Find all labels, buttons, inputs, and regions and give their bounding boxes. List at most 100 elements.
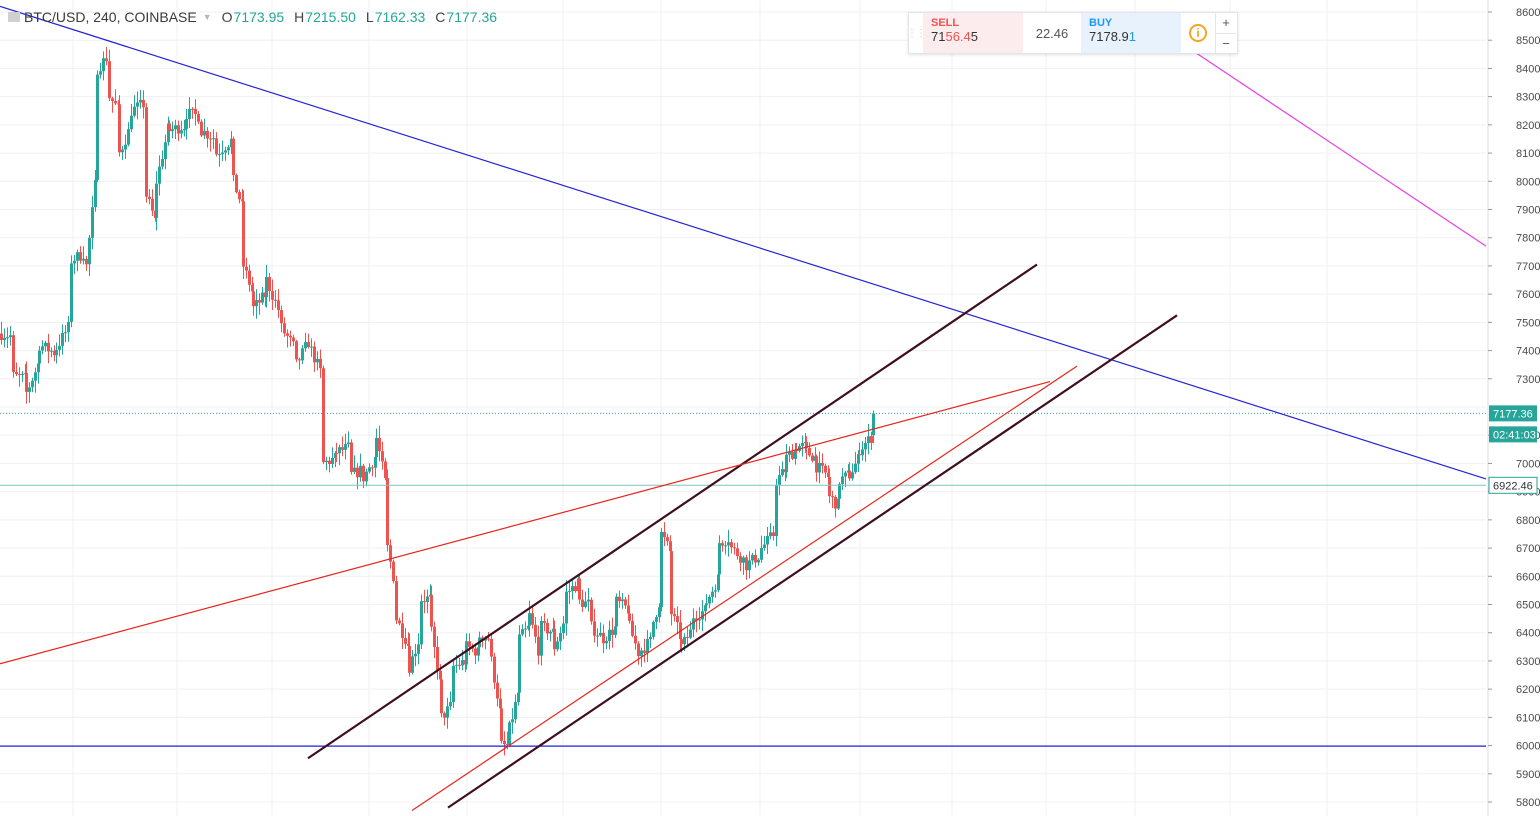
candle-body	[818, 462, 821, 473]
price-axis[interactable]: 8600.00 8500.00 8400.00 8300.00 8200.00 8100.…	[1487, 0, 1540, 816]
candle-body	[769, 532, 772, 536]
info-button[interactable]: i	[1181, 13, 1215, 53]
candle-body	[235, 175, 238, 193]
candle-body	[458, 664, 461, 666]
trading-panel: ⋮⋮ SELL 7156.45 22.46 BUY 7178.91 i + −	[907, 12, 1238, 54]
candle-body	[224, 150, 227, 153]
legend-exchange[interactable]: COINBASE	[124, 9, 197, 25]
candle-body	[670, 551, 673, 615]
candle-body	[517, 692, 520, 703]
candle-body	[325, 460, 328, 463]
candle-body	[858, 454, 861, 456]
drag-handle-icon[interactable]: ⋮⋮	[907, 27, 926, 39]
minus-icon[interactable]: −	[1216, 32, 1236, 54]
candle-body	[426, 596, 429, 602]
candle-body	[695, 618, 698, 621]
candle-body	[449, 702, 452, 707]
candle-body	[130, 115, 133, 130]
candle-body	[440, 679, 443, 714]
candle-body	[528, 613, 531, 626]
candle-body	[67, 321, 70, 333]
price-tick-label: 6800.00	[1516, 515, 1540, 527]
candle-body	[811, 455, 814, 461]
candle-body	[841, 476, 844, 484]
candle-body	[227, 147, 230, 151]
candle-body	[739, 556, 742, 563]
candle-body	[344, 444, 347, 450]
candle-body	[708, 596, 711, 604]
candle-body	[605, 640, 608, 644]
candle-body	[310, 346, 313, 348]
candle-body	[733, 547, 736, 549]
candle-body	[584, 601, 587, 607]
candle-body	[328, 460, 331, 464]
candle-body	[844, 472, 847, 477]
candle-body	[867, 436, 870, 444]
candle-body	[117, 103, 120, 105]
chevron-down-icon[interactable]: ▼	[202, 12, 212, 22]
legend-symbol[interactable]: BTC/USD	[24, 9, 86, 25]
candle-body	[824, 465, 827, 473]
sell-button[interactable]: SELL 7156.45	[923, 13, 1023, 53]
candle-body	[614, 626, 617, 635]
candle-body	[58, 346, 61, 350]
candle-body	[334, 453, 337, 458]
candle-body	[368, 467, 371, 472]
buy-label: BUY	[1089, 17, 1113, 29]
candle-body	[718, 543, 721, 575]
price-tick-label: 8100.00	[1516, 148, 1540, 160]
candle-body	[197, 113, 200, 122]
candle-body	[658, 607, 661, 618]
candle-body	[283, 323, 286, 334]
candle-body	[304, 342, 307, 349]
candle-body	[167, 123, 170, 143]
candle-body	[652, 621, 655, 637]
candle-body	[543, 621, 546, 623]
candle-body	[864, 443, 867, 450]
candle-body	[446, 706, 449, 718]
candle-body	[359, 465, 362, 478]
candle-body	[433, 626, 436, 647]
price-tick-label: 6600.00	[1516, 571, 1540, 583]
info-icon: i	[1189, 24, 1207, 42]
candle-body	[319, 358, 322, 369]
sell-label: SELL	[931, 17, 960, 29]
candle-body	[241, 199, 244, 202]
candle-body	[91, 207, 94, 238]
symbol-legend: BTC/USD, 240, COINBASE ▼ O 7173.95 H 7215.…	[8, 6, 507, 28]
price-tick-label: 6000.00	[1516, 741, 1540, 753]
trendlines-layer[interactable]	[0, 5, 1487, 811]
price-tick-label: 7800.00	[1516, 233, 1540, 245]
candle-body	[378, 437, 381, 452]
candle-body	[238, 192, 241, 200]
candle-body	[118, 104, 121, 153]
candle-body	[801, 443, 804, 447]
candle-body	[698, 619, 701, 621]
candle-body	[452, 665, 455, 703]
candle-body	[108, 61, 111, 99]
candle-body	[41, 346, 44, 351]
plus-icon[interactable]: +	[1222, 15, 1230, 31]
price-tick-label: 8500.00	[1516, 35, 1540, 47]
legend-interval[interactable]: 240	[93, 9, 117, 25]
candle-body	[518, 634, 521, 693]
legend-high-label: H	[294, 9, 305, 25]
candle-body	[268, 277, 271, 292]
candle-body	[655, 617, 658, 622]
candle-body	[660, 532, 663, 608]
quantity-stepper[interactable]: + −	[1215, 13, 1236, 53]
candle-body	[79, 252, 82, 261]
candle-body	[111, 98, 114, 102]
candle-body	[455, 664, 458, 666]
candle-body	[587, 599, 590, 602]
candle-body	[3, 338, 6, 340]
candle-body	[420, 601, 423, 645]
candle-body	[252, 291, 255, 307]
candle-body	[745, 557, 748, 571]
buy-button[interactable]: BUY 7178.91	[1081, 13, 1181, 53]
candle-body	[64, 332, 67, 334]
candle-body	[177, 125, 180, 134]
candle-body	[136, 102, 139, 107]
candle-body	[277, 300, 280, 311]
